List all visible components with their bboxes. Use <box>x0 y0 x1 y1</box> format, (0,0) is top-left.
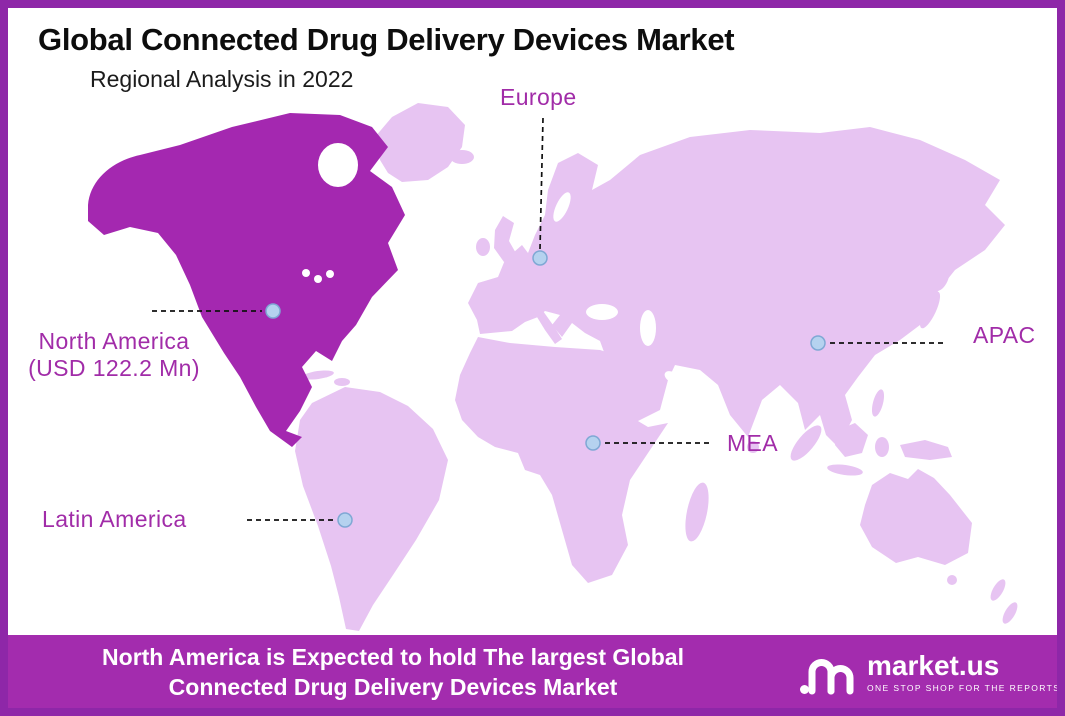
island-japan-honshu <box>919 291 941 329</box>
island-philippines <box>871 389 885 417</box>
island-japan-hokkaido <box>935 271 949 291</box>
island-borneo <box>835 423 868 457</box>
island-cuba <box>302 370 334 380</box>
marker-apac <box>810 335 826 351</box>
island-sulawesi <box>875 437 889 457</box>
island-nz-north <box>990 579 1006 601</box>
lake-great-lakes-1 <box>302 269 310 277</box>
sea-hudson-bay <box>318 143 358 187</box>
page-subtitle: Regional Analysis in 2022 <box>90 66 354 92</box>
footer-banner: North America is Expected to hold The la… <box>8 635 1057 708</box>
region-label-apac: APAC <box>973 322 1036 348</box>
island-iceland <box>450 150 474 164</box>
island-java <box>827 464 863 476</box>
continent-eurasia <box>468 127 1005 447</box>
continent-greenland <box>375 103 465 182</box>
continent-south-america <box>295 387 448 631</box>
region-label-north-america-value: (USD 122.2 Mn) <box>28 355 200 382</box>
marker-latin-america <box>337 512 353 528</box>
marketus-brand-name: market.us <box>867 649 1000 681</box>
page-title: Global Connected Drug Delivery Devices M… <box>38 22 735 57</box>
island-ireland <box>476 238 490 256</box>
sea-persian-gulf <box>664 371 680 383</box>
region-label-north-america: North America (USD 122.2 Mn) <box>10 328 218 382</box>
island-new-guinea <box>900 440 952 460</box>
island-uk <box>494 216 517 262</box>
island-madagascar <box>685 482 709 542</box>
sea-black <box>586 304 618 320</box>
footer-headline: North America is Expected to hold The la… <box>63 642 723 703</box>
marker-mea <box>585 435 601 451</box>
sea-caspian <box>640 310 656 346</box>
continent-north-america-highlighted <box>88 113 405 447</box>
island-sumatra <box>790 425 822 461</box>
island-hispaniola <box>334 378 350 386</box>
leader-line-europe <box>539 117 544 250</box>
marketus-tagline: ONE STOP SHOP FOR THE REPORTS <box>867 682 1061 693</box>
marker-europe <box>532 250 548 266</box>
marketus-logo: market.us ONE STOP SHOP FOR THE REPORTS <box>800 648 1061 696</box>
island-italy <box>537 311 562 344</box>
island-nz-south <box>1002 602 1018 624</box>
region-label-latin-america: Latin America <box>42 506 187 532</box>
lake-great-lakes-3 <box>326 270 334 278</box>
continent-africa <box>455 337 668 583</box>
world-map <box>88 103 1018 631</box>
marker-north-america <box>265 303 281 319</box>
region-label-mea: MEA <box>727 430 779 456</box>
island-tasmania <box>947 575 957 585</box>
region-label-europe: Europe <box>500 84 577 110</box>
footer-headline-line2: Connected Drug Delivery Devices Market <box>168 674 618 701</box>
continent-australia <box>860 469 972 565</box>
footer-headline-line1: North America is Expected to hold The la… <box>102 644 684 670</box>
sea-baltic <box>553 192 571 222</box>
marketus-logo-icon <box>800 659 854 695</box>
lake-great-lakes-2 <box>314 275 322 283</box>
region-label-north-america-name: North America <box>38 328 190 354</box>
island-sri-lanka <box>747 441 759 453</box>
marketus-logo-text: market.us ONE STOP SHOP FOR THE REPORTS <box>867 649 1061 693</box>
